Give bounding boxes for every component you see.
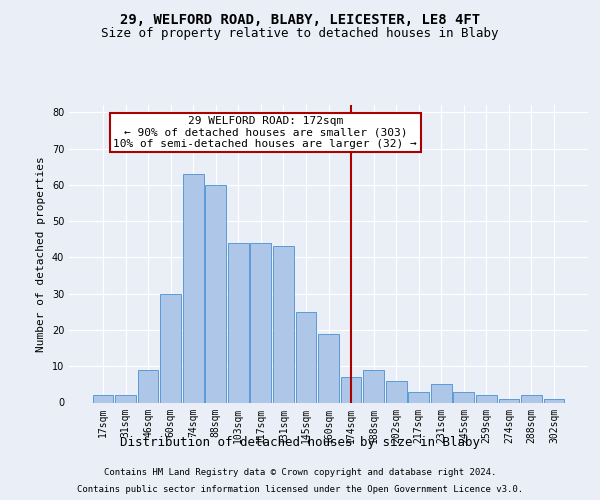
Bar	[160, 294, 181, 403]
Bar	[454, 392, 474, 402]
Bar	[431, 384, 452, 402]
Bar	[386, 380, 407, 402]
Bar	[228, 243, 248, 402]
Bar	[296, 312, 316, 402]
Text: Contains HM Land Registry data © Crown copyright and database right 2024.: Contains HM Land Registry data © Crown c…	[104, 468, 496, 477]
Bar	[205, 185, 226, 402]
Bar	[409, 392, 429, 402]
Text: Size of property relative to detached houses in Blaby: Size of property relative to detached ho…	[101, 28, 499, 40]
Bar	[92, 395, 113, 402]
Bar	[250, 243, 271, 402]
Bar	[115, 395, 136, 402]
Bar	[476, 395, 497, 402]
Bar	[521, 395, 542, 402]
Bar	[273, 246, 294, 402]
Bar	[499, 399, 520, 402]
Bar	[318, 334, 339, 402]
Text: Contains public sector information licensed under the Open Government Licence v3: Contains public sector information licen…	[77, 484, 523, 494]
Text: 29, WELFORD ROAD, BLABY, LEICESTER, LE8 4FT: 29, WELFORD ROAD, BLABY, LEICESTER, LE8 …	[120, 12, 480, 26]
Text: Distribution of detached houses by size in Blaby: Distribution of detached houses by size …	[120, 436, 480, 449]
Bar	[137, 370, 158, 402]
Bar	[341, 377, 361, 402]
Y-axis label: Number of detached properties: Number of detached properties	[36, 156, 46, 352]
Bar	[363, 370, 384, 402]
Text: 29 WELFORD ROAD: 172sqm
← 90% of detached houses are smaller (303)
10% of semi-d: 29 WELFORD ROAD: 172sqm ← 90% of detache…	[113, 116, 417, 149]
Bar	[183, 174, 203, 402]
Bar	[544, 399, 565, 402]
